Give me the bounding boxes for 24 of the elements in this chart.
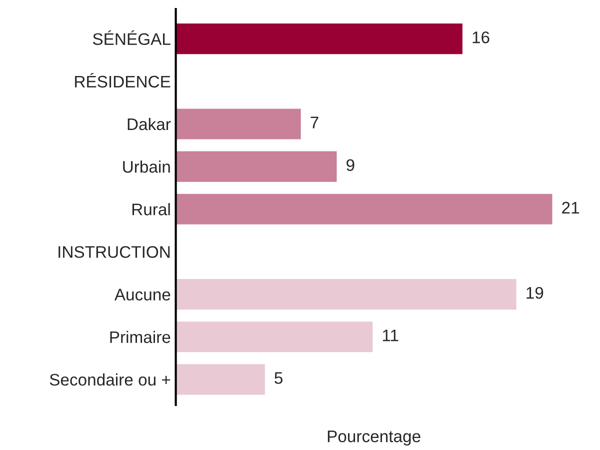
y-tick-label: Rural: [132, 203, 170, 216]
y-tick-label: SÉNÉGAL: [92, 30, 170, 46]
data-label: 9: [346, 159, 354, 172]
data-label: 5: [274, 372, 282, 384]
data-label: 11: [382, 330, 398, 342]
y-tick-label: Secondaire ou +: [50, 373, 170, 386]
bar: [176, 320, 374, 354]
y-tick-label: RÉSIDENCE: [75, 72, 170, 88]
y-tick-label: Urbain: [123, 160, 170, 173]
data-label: 19: [526, 286, 544, 299]
data-label: 21: [562, 202, 579, 214]
bar: [176, 22, 464, 56]
bar: [176, 278, 518, 311]
bar: [176, 150, 338, 184]
bar: [176, 107, 302, 141]
y-tick-label: Dakar: [128, 118, 171, 130]
bar: [176, 192, 554, 226]
data-label: 7: [310, 116, 318, 128]
x-axis-title: Pourcentage: [328, 430, 420, 446]
bar: [176, 362, 266, 396]
y-tick-label: Primaire: [110, 330, 170, 344]
y-tick-label: INSTRUCTION: [58, 246, 170, 258]
y-tick-label: Aucune: [114, 288, 170, 300]
data-label: 16: [472, 31, 490, 44]
